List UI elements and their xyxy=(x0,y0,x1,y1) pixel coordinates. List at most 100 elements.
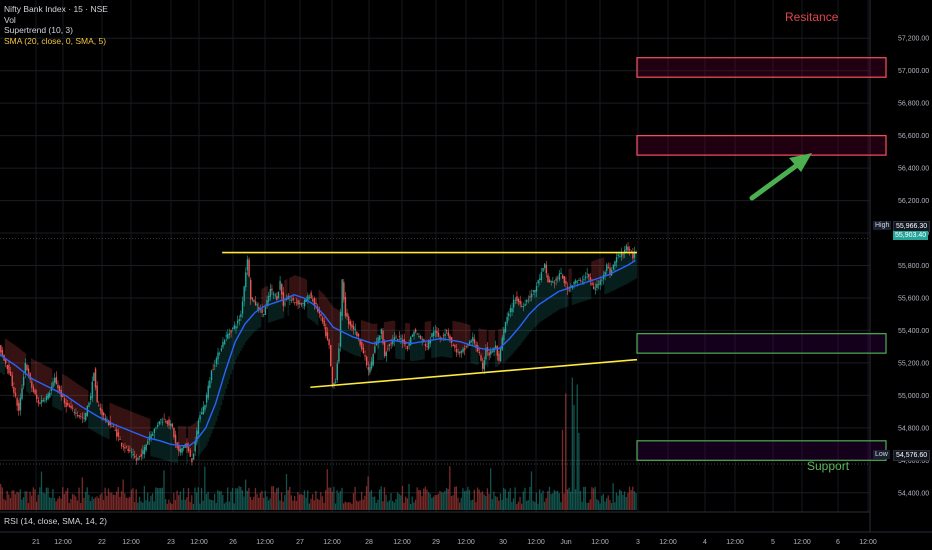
volume-bar xyxy=(388,500,391,510)
supertrend-band xyxy=(586,275,589,301)
candle-body xyxy=(527,299,530,301)
supertrend-band xyxy=(568,268,571,290)
supertrend-band xyxy=(303,278,306,305)
supertrend-band xyxy=(591,261,593,282)
volume-bar xyxy=(558,493,560,510)
volume-bar xyxy=(138,496,141,510)
volume-bar xyxy=(501,499,503,510)
volume-bar xyxy=(37,494,39,510)
supertrend-band xyxy=(558,277,561,310)
volume-bar xyxy=(511,501,513,510)
supertrend-band xyxy=(31,358,33,382)
volume-bar xyxy=(601,495,603,510)
volume-bar xyxy=(282,501,284,510)
supertrend-band xyxy=(210,379,213,434)
low-tag: Low xyxy=(873,450,890,459)
support-zone xyxy=(636,440,887,461)
legend-sma[interactable]: SMA (20, close, 0, SMA, 5) xyxy=(4,35,107,46)
volume-bar xyxy=(418,490,420,510)
resistance-annotation[interactable]: Resitance xyxy=(785,10,839,24)
x-tick-label: 27 xyxy=(296,539,304,546)
supertrend-band xyxy=(445,332,448,358)
candle-body xyxy=(485,348,487,360)
supertrend-band xyxy=(561,273,564,309)
x-tick-label: 3 xyxy=(636,539,640,546)
candle-body xyxy=(181,447,183,453)
volume-bar xyxy=(315,490,317,510)
symbol-title[interactable]: Nifty Bank Index · 15 · NSE xyxy=(4,4,108,14)
supertrend-band xyxy=(633,257,636,280)
volume-bar xyxy=(57,498,59,510)
volume-bar xyxy=(635,493,637,510)
candle-body xyxy=(199,415,201,420)
volume-bar xyxy=(605,498,608,510)
rsi-legend[interactable]: RSI (14, close, SMA, 14, 2) xyxy=(4,516,107,526)
volume-bar xyxy=(478,489,480,510)
supertrend-band xyxy=(483,329,486,372)
volume-bar xyxy=(153,501,155,510)
volume-bar xyxy=(367,476,369,510)
volume-bar xyxy=(178,495,180,510)
candle-body xyxy=(302,303,304,305)
volume-bar xyxy=(53,498,56,510)
volume-bar xyxy=(150,495,152,510)
supertrend-band xyxy=(240,318,242,351)
volume-bar xyxy=(320,492,322,510)
candle-body xyxy=(73,411,75,413)
candle-body xyxy=(414,329,417,332)
volume-bar xyxy=(88,494,90,510)
supertrend-band xyxy=(98,403,100,435)
y-tick-label: 56,800.00 xyxy=(898,101,929,108)
candle-body xyxy=(232,327,234,329)
legend-vol[interactable]: Vol xyxy=(4,14,16,25)
volume-bar xyxy=(303,490,306,510)
candle-body xyxy=(312,299,314,301)
volume-bar xyxy=(220,491,222,510)
volume-bar xyxy=(333,486,335,510)
support-annotation[interactable]: Support xyxy=(807,459,850,473)
candle-body xyxy=(431,333,433,338)
supertrend-band xyxy=(241,314,244,348)
candle-body xyxy=(91,381,93,398)
volume-bar xyxy=(409,503,412,510)
candle-body xyxy=(622,253,624,255)
candle-body xyxy=(426,346,428,348)
supertrend-band xyxy=(450,338,453,359)
volume-bar xyxy=(334,503,337,510)
volume-bar xyxy=(302,494,304,510)
candle-body xyxy=(34,390,36,395)
candle-body xyxy=(271,288,273,291)
candle-body xyxy=(254,301,257,306)
candle-body xyxy=(615,257,618,263)
candle-body xyxy=(228,333,231,335)
candle-body xyxy=(462,348,464,352)
supertrend-band xyxy=(161,419,164,460)
supertrend-band xyxy=(287,297,290,316)
supertrend-band xyxy=(17,347,20,405)
candle-body xyxy=(405,342,407,344)
supertrend-band xyxy=(290,276,293,300)
volume-bar xyxy=(45,487,48,510)
legend-supertrend[interactable]: Supertrend (10, 3) xyxy=(4,25,73,35)
supertrend-band xyxy=(488,330,491,351)
volume-bar xyxy=(156,488,159,510)
volume-bar xyxy=(316,498,319,510)
candle-body xyxy=(470,340,472,343)
candle-body xyxy=(343,282,345,300)
supertrend-band xyxy=(439,336,442,357)
supertrend-band xyxy=(491,330,494,353)
volume-bar xyxy=(550,494,552,510)
candle-body xyxy=(392,339,394,345)
volume-bar xyxy=(467,486,469,510)
volume-bar xyxy=(347,502,350,510)
supertrend-band xyxy=(147,418,149,445)
supertrend-band xyxy=(403,340,406,360)
candle-body xyxy=(591,282,593,286)
volume-bar xyxy=(122,479,124,510)
candle-body xyxy=(85,413,87,421)
volume-bar xyxy=(375,502,377,510)
volume-bar xyxy=(258,497,260,510)
candle-body xyxy=(547,275,549,283)
candle-body xyxy=(276,296,278,301)
